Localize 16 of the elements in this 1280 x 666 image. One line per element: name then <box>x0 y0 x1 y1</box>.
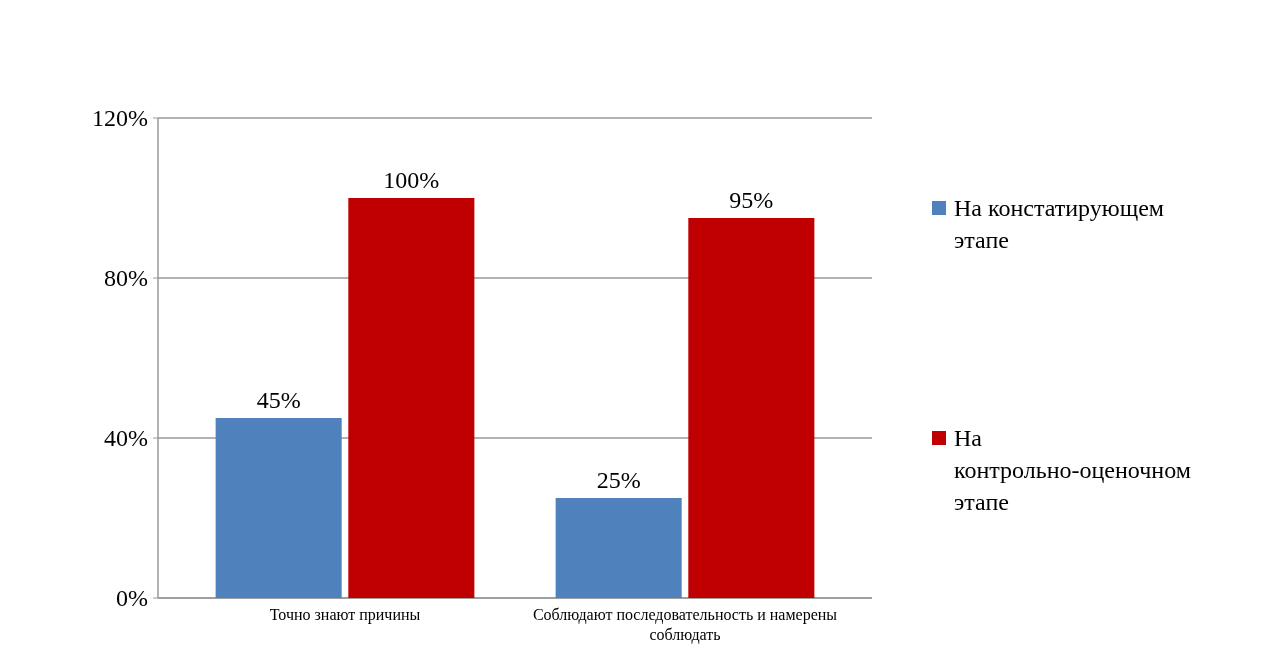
y-tick-label: 0% <box>116 585 148 612</box>
y-tick-label: 80% <box>104 265 148 292</box>
text: 25% <box>596 467 641 493</box>
x-tick-label: Точно знают причины <box>269 606 421 624</box>
legend-label: На контрольно-оценочном этапе <box>954 425 1191 516</box>
legend-label: На констатирующем этапе <box>954 195 1164 254</box>
text: 100% <box>383 167 440 193</box>
text: 95% <box>729 187 774 213</box>
bar <box>688 218 815 598</box>
text: 45% <box>256 387 301 413</box>
y-tick-label: 120% <box>92 105 148 132</box>
bar <box>215 418 342 598</box>
y-tick-label: 40% <box>104 425 148 452</box>
x-tick-label: Соблюдают последовательность и намерены соблюдать <box>532 606 838 644</box>
bar <box>555 498 682 598</box>
bar <box>348 198 475 598</box>
